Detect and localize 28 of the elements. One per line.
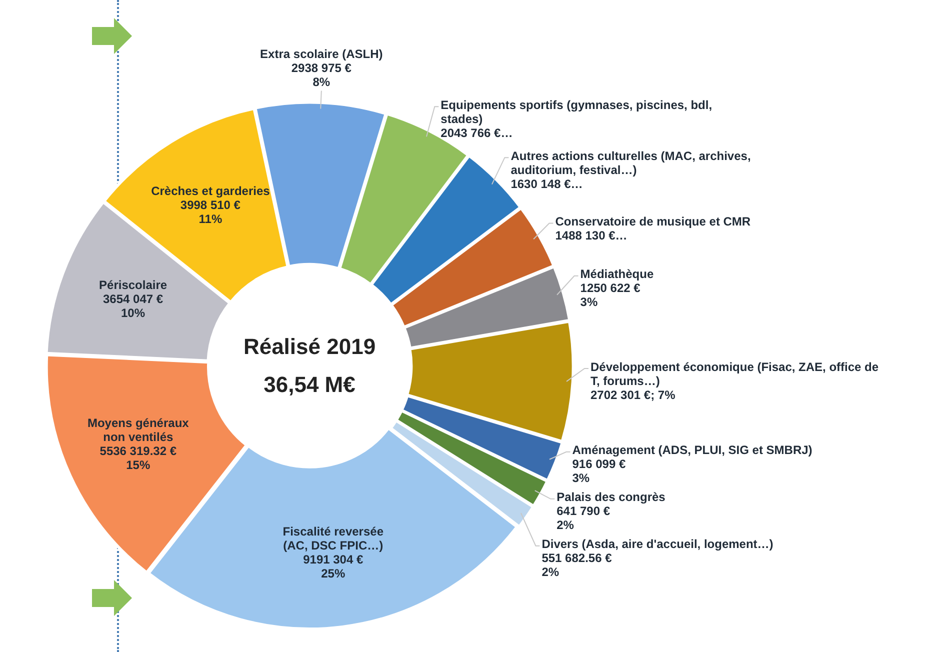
slice-label: Crèches et garderies [151,184,270,198]
data-label: 551 682.56 € 2% [542,551,612,580]
slice-label: Conservatoire de musique et CMR [555,214,751,229]
data-label: 916 099 € 3% [572,457,626,486]
text: 36,54 M€ [264,372,356,398]
slice-label: Autres actions culturelles (MAC, archives, auditorium, festival…) [510,148,751,177]
data-label: 3998 510 € 11% [180,198,241,226]
slice-label: Extra scolaire (ASLH) [260,47,383,62]
slice-label: Aménagement (ADS, PLUI, SIG et SMBRJ) [572,443,812,458]
slice-label: Fiscalité reversée (AC, DSC FPIC…) [282,524,384,552]
slice-label: Palais des congrès [556,490,666,504]
data-label: 1630 148 €… [510,176,583,191]
slice-label: Equipements sportifs (gymnases, piscines, bdl, stades) [440,98,712,126]
text: Réalisé 2019 [243,334,376,360]
data-label: 5536 319.32 € 15% [100,444,177,472]
slice-label: Divers (Asda, aire d'accueil, logement…) [542,537,774,552]
data-label: 1250 622 € 3% [580,281,641,310]
data-label: 3654 047 € 10% [102,292,164,320]
data-label: 641 790 € 2% [556,504,610,532]
data-label: 2702 301 €; 7% [590,388,676,402]
data-label: 1488 130 €… [555,228,628,243]
slice-label: Développement économique (Fisac, ZAE, office de T, forums…) [590,360,879,388]
slice-label: Médiathèque [580,267,654,282]
slice-label: Périscolaire [99,278,168,292]
data-label: 2043 766 €… [440,126,513,140]
data-label: 9191 304 € 25% [303,552,364,580]
data-label: 2938 975 € 8% [291,61,352,90]
slice-label: Moyens généraux non ventilés [87,416,190,444]
